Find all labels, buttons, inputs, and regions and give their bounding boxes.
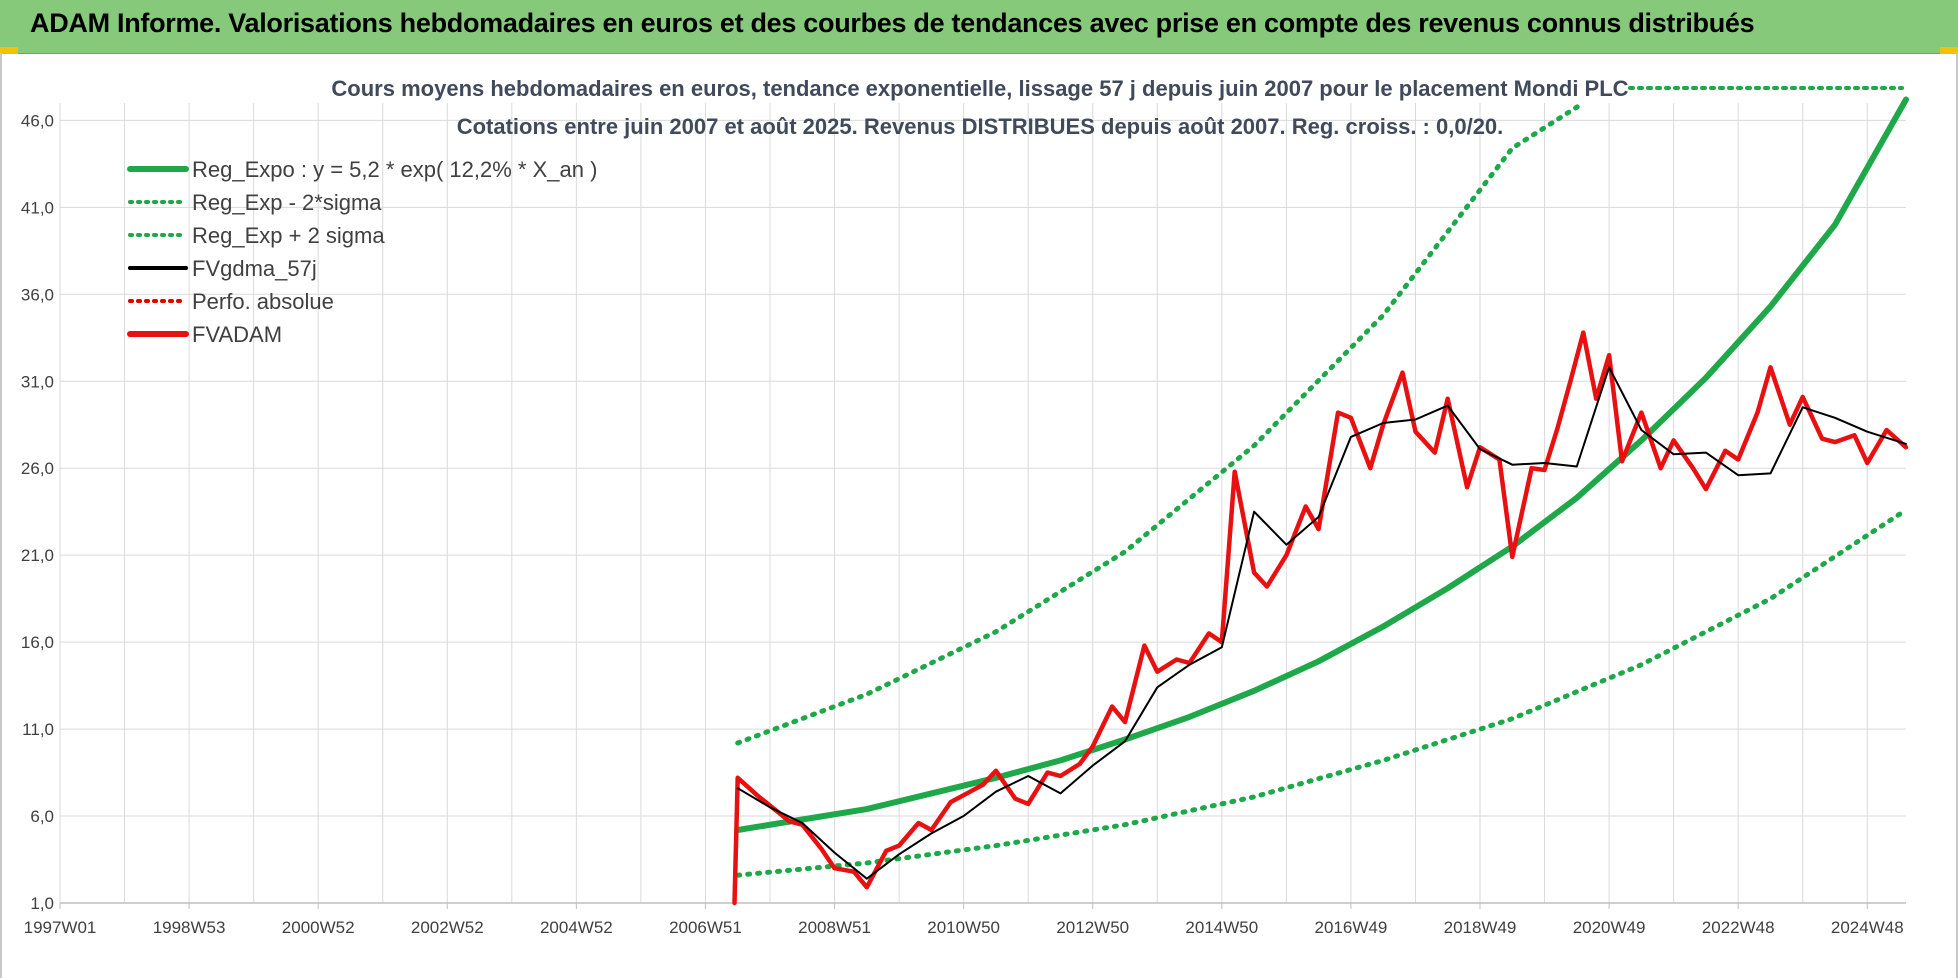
x-tick-label: 2010W50	[927, 918, 1000, 937]
series-layer	[732, 96, 1909, 906]
y-tick-label: 46,0	[21, 111, 54, 130]
x-tick-label: 2018W49	[1444, 918, 1517, 937]
y-tick-label: 6,0	[30, 807, 54, 826]
chart-title-line1: Cours moyens hebdomadaires en euros, ten…	[331, 76, 1628, 101]
y-tick-label: 1,0	[30, 894, 54, 913]
x-tick-label: 2000W52	[282, 918, 355, 937]
legend: Reg_Expo : y = 5,2 * exp( 12,2% * X_an )…	[127, 157, 597, 347]
legend-label: Reg_Expo : y = 5,2 * exp( 12,2% * X_an )	[192, 157, 597, 182]
x-tick-label: 2008W51	[798, 918, 871, 937]
y-tick-label: 11,0	[22, 720, 54, 739]
series-reg-exp-minus-2sigma	[735, 507, 1909, 878]
x-tick-label: 2004W52	[540, 918, 613, 937]
series-reg-expo	[734, 96, 1909, 833]
legend-label: FVgdma_57j	[192, 256, 317, 281]
series-fvgdma-57j	[736, 366, 1907, 880]
x-tick-label: 2002W52	[411, 918, 484, 937]
banner-corner-right	[1940, 47, 1958, 54]
legend-label: Reg_Exp - 2*sigma	[192, 190, 382, 215]
y-tick-label: 36,0	[21, 285, 54, 304]
series-reg-exp-plus-2sigma	[735, 100, 1586, 746]
chart-title-line2: Cotations entre juin 2007 et août 2025. …	[457, 114, 1504, 139]
banner-corner-left	[0, 47, 18, 54]
x-tick-label: 1998W53	[153, 918, 226, 937]
legend-label: Reg_Exp + 2 sigma	[192, 223, 385, 248]
y-tick-label: 16,0	[21, 633, 54, 652]
chart-frame: Cours moyens hebdomadaires en euros, ten…	[0, 53, 1958, 978]
x-tick-label: 2020W49	[1573, 918, 1646, 937]
x-tick-label: 2022W48	[1702, 918, 1775, 937]
grid	[59, 103, 1906, 904]
y-axis: 1,0 6,0 11,0 16,0 21,0 26,0 31,0 36,0 41,0 46,0	[21, 111, 54, 913]
x-tick-label: 1997W01	[24, 918, 97, 937]
banner-title: ADAM Informe. Valorisations hebdomadaire…	[30, 8, 1755, 38]
x-axis: 1997W01 1998W53 2000W52 2002W52 2004W52 2006W…	[24, 903, 1904, 937]
x-tick-label: 2024W48	[1831, 918, 1904, 937]
y-tick-label: 21,0	[21, 546, 54, 565]
banner: ADAM Informe. Valorisations hebdomadaire…	[0, 0, 1958, 54]
chart: Cours moyens hebdomadaires en euros, ten…	[21, 76, 1909, 937]
y-tick-label: 26,0	[21, 459, 54, 478]
x-tick-label: 2006W51	[669, 918, 742, 937]
legend-label: FVADAM	[192, 322, 282, 347]
y-tick-label: 41,0	[21, 198, 54, 217]
x-tick-label: 2014W50	[1185, 918, 1258, 937]
y-tick-label: 31,0	[21, 372, 54, 391]
legend-label: Perfo. absolue	[192, 289, 334, 314]
x-tick-label: 2012W50	[1056, 918, 1129, 937]
x-tick-label: 2016W49	[1315, 918, 1388, 937]
series-fvadam	[732, 330, 1909, 906]
